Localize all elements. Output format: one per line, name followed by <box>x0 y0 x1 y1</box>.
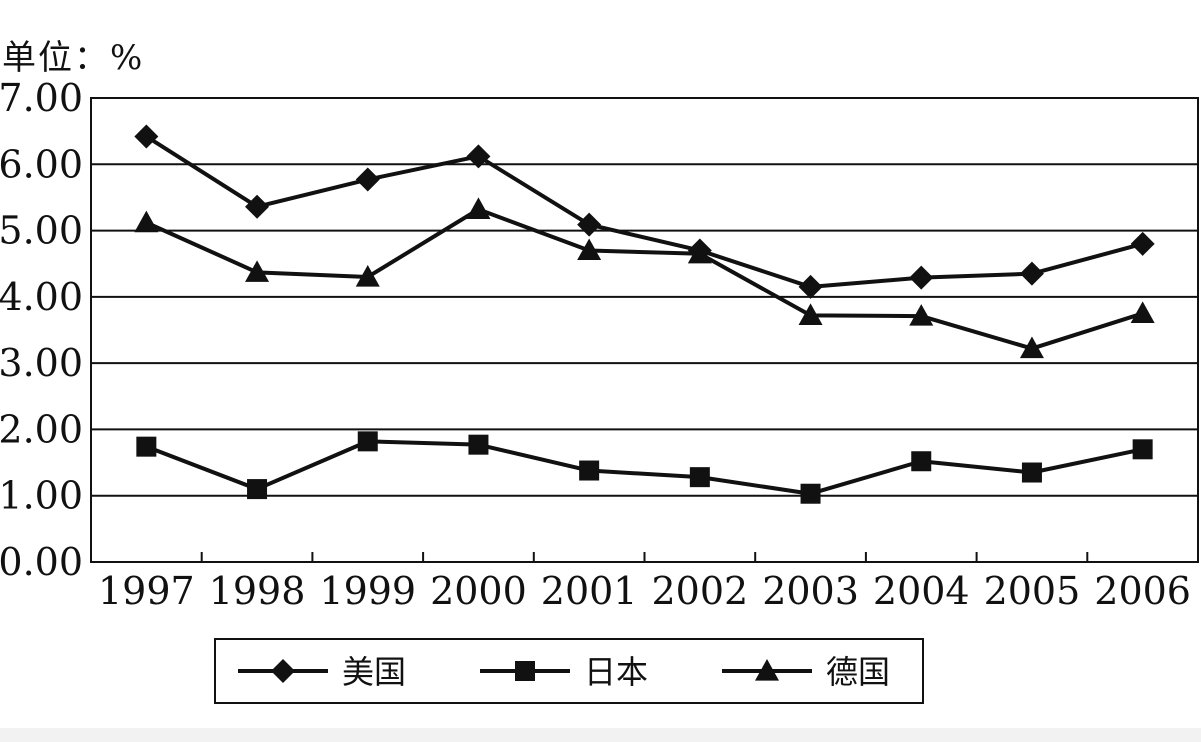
data-point-triangle <box>245 260 270 282</box>
data-point-square <box>136 436 157 457</box>
x-tick-label: 2006 <box>1094 569 1191 613</box>
data-point-triangle <box>355 264 380 287</box>
data-point-triangle <box>909 304 934 326</box>
legend <box>214 638 924 704</box>
x-tick-label: 1998 <box>209 569 306 613</box>
data-point-triangle <box>687 241 712 264</box>
data-point-triangle <box>466 197 491 219</box>
data-point-square <box>689 467 710 488</box>
data-point-diamond <box>355 167 380 192</box>
y-tick-label: 5.00 <box>0 209 83 253</box>
x-tick-label: 2000 <box>430 569 527 613</box>
y-tick-label: 2.00 <box>0 407 83 451</box>
data-point-square <box>579 460 600 481</box>
data-point-square <box>247 479 268 500</box>
series-line <box>145 439 1144 496</box>
data-point-diamond <box>798 274 823 299</box>
x-tick-label: 2002 <box>651 569 748 613</box>
data-point-diamond <box>1130 231 1155 256</box>
bottom-band <box>0 728 1201 742</box>
data-point-square <box>357 431 378 452</box>
x-tick-label: 2003 <box>762 569 859 613</box>
data-point-triangle <box>577 238 602 261</box>
x-tick-label: 1999 <box>319 569 416 613</box>
legend-label: 德国 <box>826 653 890 691</box>
legend-label: 美国 <box>342 653 406 691</box>
series-line <box>145 134 1144 289</box>
data-point-diamond <box>466 144 491 169</box>
legend-label: 日本 <box>584 653 648 691</box>
data-point-diamond <box>245 194 270 219</box>
series-line <box>145 207 1144 351</box>
data-point-square <box>911 451 932 472</box>
x-tick-label: 2005 <box>984 569 1081 613</box>
data-point-square <box>800 483 821 504</box>
y-tick-label: 4.00 <box>0 275 83 319</box>
x-tick-label: 1997 <box>98 569 195 613</box>
unit-label: 单位：% <box>2 38 145 78</box>
y-tick-label: 6.00 <box>0 142 83 186</box>
data-point-diamond <box>271 659 295 683</box>
x-tick-label: 2004 <box>873 569 970 613</box>
data-point-square <box>515 661 535 681</box>
x-tick-label: 2001 <box>541 569 638 613</box>
data-point-diamond <box>909 265 934 290</box>
data-point-diamond <box>577 212 602 237</box>
data-point-triangle <box>1130 301 1155 324</box>
y-tick-label: 1.00 <box>0 474 83 518</box>
data-point-triangle <box>755 659 779 681</box>
data-point-square <box>1021 462 1042 483</box>
y-tick-label: 0.00 <box>0 540 83 584</box>
data-point-diamond <box>134 124 159 149</box>
data-point-diamond <box>1019 261 1044 286</box>
data-point-triangle <box>134 210 159 233</box>
data-point-triangle <box>1019 336 1044 359</box>
data-point-triangle <box>798 303 823 326</box>
y-tick-label: 7.00 <box>0 76 83 120</box>
data-point-square <box>1132 439 1153 460</box>
y-tick-label: 3.00 <box>0 341 83 385</box>
data-point-square <box>468 434 489 455</box>
